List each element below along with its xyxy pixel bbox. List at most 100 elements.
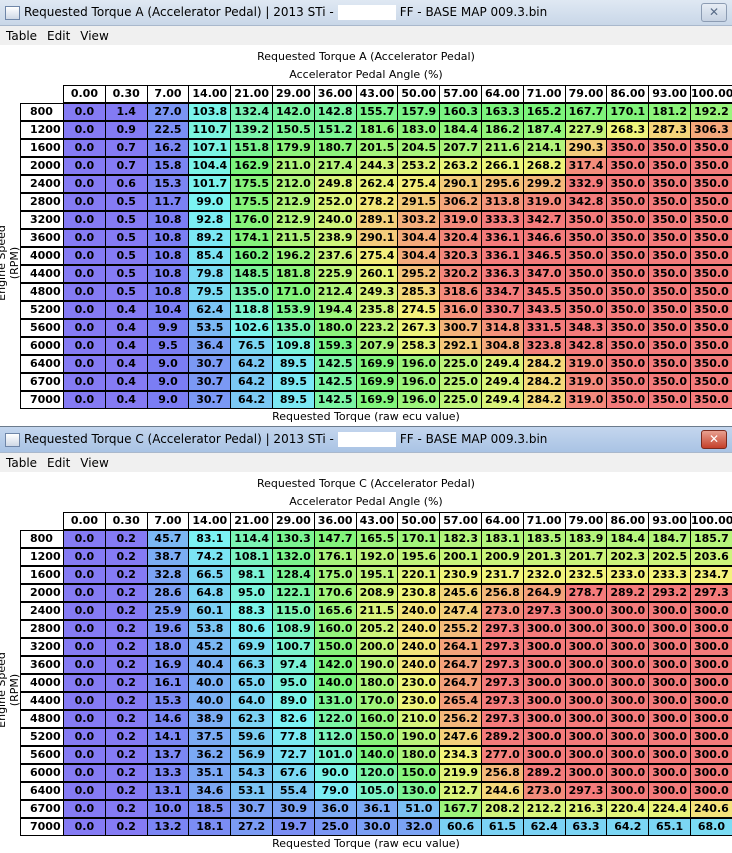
table-cell: 169.9 <box>355 355 399 373</box>
table-cell: 300.0 <box>690 602 732 620</box>
table-cell: 36.0 <box>313 800 357 818</box>
table-cell: 183.0 <box>397 121 441 139</box>
table-cell: 264.7 <box>439 656 482 674</box>
table-cell: 285.3 <box>397 283 441 301</box>
table-cell: 350.0 <box>690 211 732 229</box>
table-cell: 268.2 <box>522 157 566 175</box>
table-cell: 300.0 <box>606 764 650 782</box>
table-cell: 207.7 <box>439 139 482 157</box>
table-cell: 350.0 <box>606 229 650 247</box>
table-cell: 0.0 <box>63 211 106 229</box>
table-cell: 79.0 <box>313 782 357 800</box>
table-cell: 130.3 <box>272 530 315 548</box>
table-cell: 97.4 <box>272 656 315 674</box>
table-cell: 187.4 <box>522 121 566 139</box>
table-cell: 350.0 <box>690 193 732 211</box>
close-button[interactable]: ✕ <box>701 430 727 449</box>
table-cell: 120.0 <box>355 764 399 782</box>
close-button[interactable]: ✕ <box>701 3 727 22</box>
column-header: 0.00 <box>63 512 106 530</box>
column-header: 71.00 <box>522 512 566 530</box>
menu-item[interactable]: View <box>80 456 109 470</box>
table-cell: 175.5 <box>230 175 273 193</box>
table-cell: 32.0 <box>397 818 441 836</box>
table-cell: 237.6 <box>313 247 357 265</box>
table-cell: 204.5 <box>397 139 441 157</box>
table-cell: 319.0 <box>564 373 608 391</box>
table-cell: 0.0 <box>63 674 106 692</box>
table-cell: 181.2 <box>648 103 691 121</box>
table-cell: 297.3 <box>481 638 524 656</box>
column-header: 93.00 <box>648 85 691 103</box>
table-cell: 350.0 <box>606 265 650 283</box>
table-cell: 350.0 <box>648 211 691 229</box>
table-cell: 65.0 <box>230 674 273 692</box>
row-header: 7000 <box>20 391 64 409</box>
table-cell: 300.0 <box>522 674 566 692</box>
row-header: 1200 <box>20 548 64 566</box>
table-cell: 212.4 <box>313 283 357 301</box>
table-cell: 223.2 <box>355 319 399 337</box>
table-cell: 252.0 <box>313 193 357 211</box>
table-cell: 15.8 <box>146 157 190 175</box>
row-header: 3200 <box>20 211 64 229</box>
table-cell: 0.0 <box>63 692 106 710</box>
row-header: 2800 <box>20 620 64 638</box>
column-header: 7.00 <box>146 85 190 103</box>
menu-item[interactable]: View <box>80 29 109 43</box>
table-cell: 235.8 <box>355 301 399 319</box>
table-cell: 332.9 <box>564 175 608 193</box>
table-cell: 18.1 <box>188 818 232 836</box>
table-cell: 53.1 <box>230 782 273 800</box>
table-cell: 205.2 <box>355 620 399 638</box>
table-cell: 297.3 <box>481 656 524 674</box>
table-cell: 183.5 <box>522 530 566 548</box>
column-header: 50.00 <box>397 85 441 103</box>
table-cell: 195.6 <box>397 548 441 566</box>
table-cell: 300.0 <box>564 710 608 728</box>
table-cell: 36.4 <box>188 337 232 355</box>
row-header: 1200 <box>20 121 64 139</box>
table-cell: 256.8 <box>481 584 524 602</box>
table-cell: 36.1 <box>355 800 399 818</box>
menu-item[interactable]: Table <box>6 456 38 470</box>
table-cell: 0.0 <box>63 301 106 319</box>
table-cell: 0.4 <box>104 391 148 409</box>
table-cell: 162.9 <box>230 157 273 175</box>
table-cell: 300.0 <box>690 638 732 656</box>
table-cell: 256.2 <box>439 710 482 728</box>
menu-item[interactable]: Edit <box>47 456 71 470</box>
table-cell: 165.5 <box>355 530 399 548</box>
table-cell: 300.0 <box>648 764 691 782</box>
table-cell: 30.7 <box>188 391 232 409</box>
table-cell: 211.6 <box>481 139 524 157</box>
table-cell: 350.0 <box>648 157 691 175</box>
menu-item[interactable]: Edit <box>47 29 71 43</box>
table-cell: 300.0 <box>690 674 732 692</box>
table-cell: 165.2 <box>522 103 566 121</box>
table-cell: 297.3 <box>690 584 732 602</box>
table-cell: 62.4 <box>522 818 566 836</box>
table-cell: 350.0 <box>648 139 691 157</box>
table-cell: 110.7 <box>188 121 232 139</box>
table-cell: 267.3 <box>397 319 441 337</box>
table-cell: 1.4 <box>104 103 148 121</box>
column-header: 43.00 <box>355 85 399 103</box>
column-header: 71.00 <box>522 85 566 103</box>
table-cell: 318.6 <box>439 283 482 301</box>
x-axis-label: Accelerator Pedal Angle (%) <box>289 68 443 81</box>
table-cell: 300.0 <box>564 602 608 620</box>
menu-item[interactable]: Table <box>6 29 38 43</box>
table-cell: 0.0 <box>63 139 106 157</box>
window-title: Requested Torque C (Accelerator Pedal) |… <box>24 432 334 446</box>
row-header: 1600 <box>20 566 64 584</box>
table-cell: 40.0 <box>188 692 232 710</box>
table-cell: 0.7 <box>104 157 148 175</box>
table-cell: 350.0 <box>690 265 732 283</box>
table-cell: 0.0 <box>63 818 106 836</box>
table-cell: 0.2 <box>104 710 148 728</box>
table-cell: 300.0 <box>564 620 608 638</box>
table-cell: 89.5 <box>272 373 315 391</box>
table-cell: 0.2 <box>104 782 148 800</box>
table-cell: 320.3 <box>439 247 482 265</box>
